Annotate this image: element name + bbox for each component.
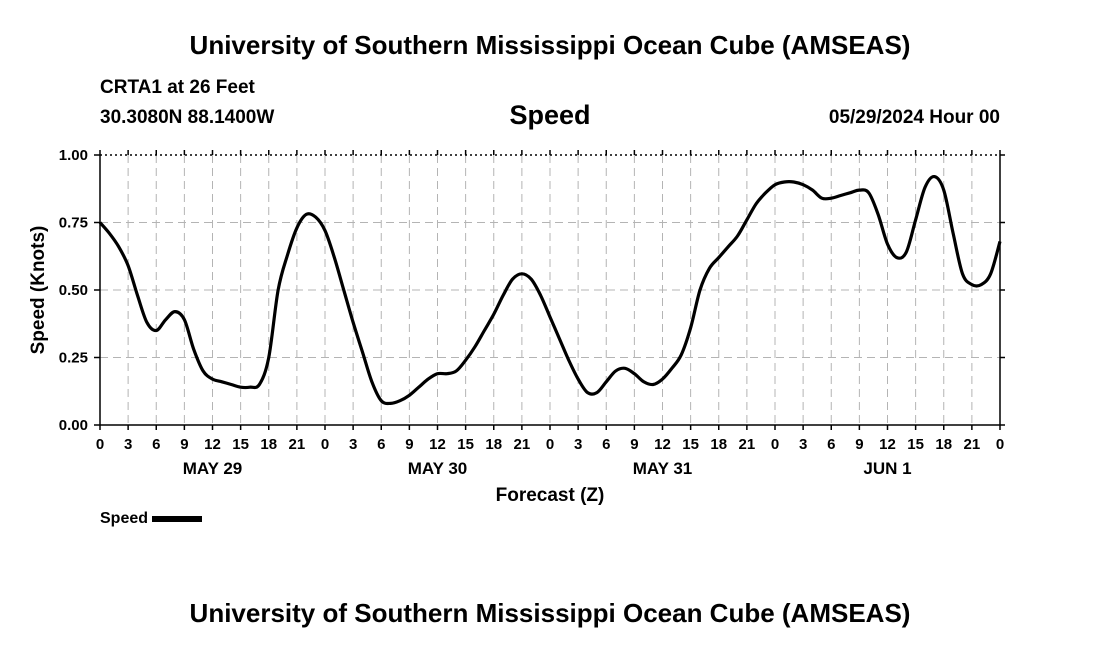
x-tick-label: 6 xyxy=(827,436,835,453)
x-tick-label: 3 xyxy=(799,436,807,453)
footer-title: University of Southern Mississippi Ocean… xyxy=(189,598,911,628)
y-tick-label: 1.00 xyxy=(59,147,88,164)
x-axis-title: Forecast (Z) xyxy=(496,485,605,506)
x-tick-label: 18 xyxy=(710,436,727,453)
legend: Speed xyxy=(100,510,203,528)
x-tick-label: 0 xyxy=(996,436,1004,453)
x-tick-label: 0 xyxy=(546,436,554,453)
x-tick-label: 21 xyxy=(289,436,306,453)
x-tick-label: 21 xyxy=(514,436,531,453)
issued-date-label: 05/29/2024 Hour 00 xyxy=(828,107,1000,128)
x-tick-label: 21 xyxy=(964,436,981,453)
y-tick-label: 0.00 xyxy=(59,417,88,434)
x-tick-label: 15 xyxy=(682,436,699,453)
x-tick-label: 9 xyxy=(180,436,188,453)
day-label: MAY 29 xyxy=(183,459,243,478)
legend-swatch xyxy=(152,516,203,522)
chart-title: University of Southern Mississippi Ocean… xyxy=(189,30,911,60)
y-tick-label: 0.50 xyxy=(59,282,88,299)
x-tick-label: 9 xyxy=(855,436,863,453)
x-tick-label: 6 xyxy=(377,436,385,453)
x-tick-label: 18 xyxy=(260,436,277,453)
coordinates-label: 30.3080N 88.1400W xyxy=(100,107,275,128)
x-tick-label: 15 xyxy=(232,436,249,453)
x-tick-label: 9 xyxy=(405,436,413,453)
station-label: CRTA1 at 26 Feet xyxy=(100,77,255,98)
x-tick-label: 21 xyxy=(739,436,756,453)
x-tick-label: 18 xyxy=(485,436,502,453)
series-line-speed xyxy=(98,174,1002,406)
grid-lines xyxy=(100,155,1000,425)
x-tick-label: 18 xyxy=(935,436,952,453)
x-tick-label: 6 xyxy=(152,436,160,453)
day-label: JUN 1 xyxy=(863,459,911,478)
x-tick-label: 6 xyxy=(602,436,610,453)
x-tick-label: 0 xyxy=(96,436,104,453)
x-tick-label: 3 xyxy=(124,436,132,453)
x-tick-label: 0 xyxy=(771,436,779,453)
x-tick-label: 12 xyxy=(204,436,221,453)
y-tick-label: 0.75 xyxy=(59,215,88,232)
series-layer xyxy=(98,174,1002,406)
x-tick-label: 15 xyxy=(907,436,924,453)
chart-subtitle: Speed xyxy=(509,100,591,130)
x-tick-label: 3 xyxy=(574,436,582,453)
y-tick-label: 0.25 xyxy=(59,350,88,367)
x-tick-label: 15 xyxy=(457,436,474,453)
axis-labels: 0 3 6 9 12 15 18 21 0 3 6 9 12 15 18 21 0 3 6 9 12 15 18 21 0 3 6 9… xyxy=(28,147,1004,506)
x-tick-label: 12 xyxy=(879,436,896,453)
x-tick-label: 3 xyxy=(349,436,357,453)
day-label: MAY 31 xyxy=(633,459,693,478)
x-tick-label: 0 xyxy=(321,436,329,453)
legend-label: Speed xyxy=(100,510,149,527)
x-tick-label: 9 xyxy=(630,436,638,453)
day-label: MAY 30 xyxy=(408,459,468,478)
y-axis-title: Speed (Knots) xyxy=(28,226,49,355)
x-tick-label: 12 xyxy=(654,436,671,453)
axes xyxy=(94,150,1005,430)
x-tick-label: 12 xyxy=(429,436,446,453)
